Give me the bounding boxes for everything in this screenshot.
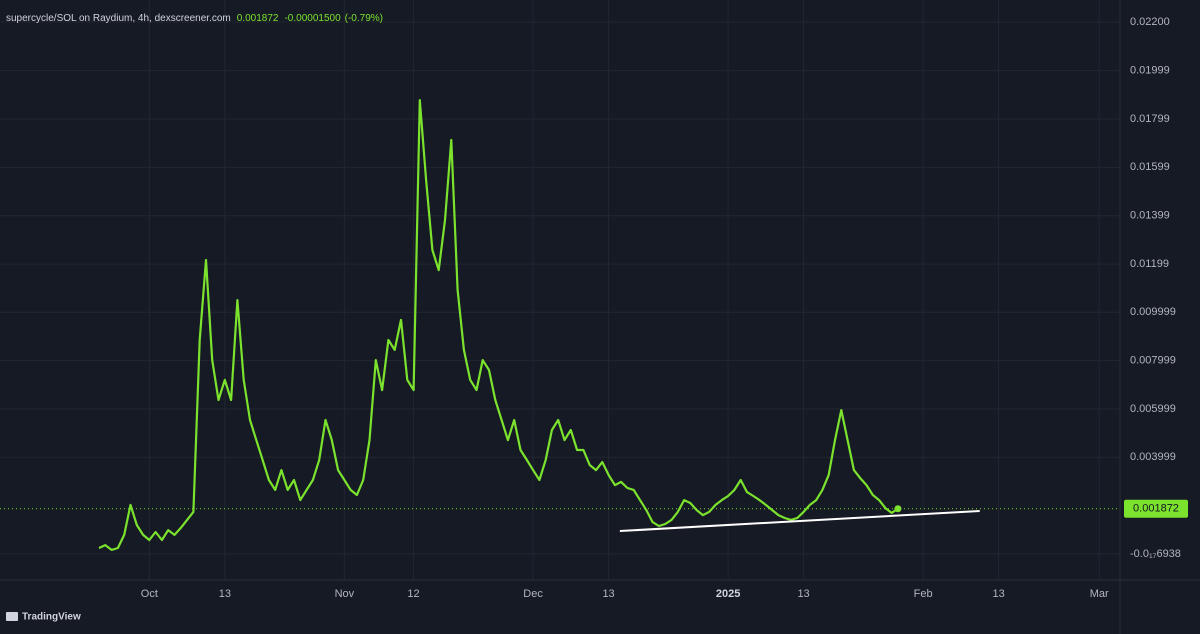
header: supercycle/SOL on Raydium, 4h, dexscreen… [6,13,383,24]
price-line [98,99,899,551]
y-tick-label: 0.01799 [1130,113,1170,125]
x-tick-label: 12 [407,588,419,600]
x-tick-label: Mar [1090,588,1109,600]
x-tick-label: 13 [602,588,614,600]
y-tick-label: 0.003999 [1130,451,1176,463]
chart-title: supercycle/SOL on Raydium, 4h, dexscreen… [6,13,231,24]
price-label-box [1124,499,1188,518]
x-tick-label: Feb [914,588,933,600]
y-tick-label: 0.02200 [1130,16,1170,28]
logo: TradingView [6,612,81,623]
logo-icon [6,612,18,621]
change: -0.00001500 [284,13,341,24]
x-tick-label: 2025 [716,588,740,600]
last-point [894,505,902,513]
x-tick-label: 13 [219,588,231,600]
y-tick-label: 0.01599 [1130,161,1170,173]
trend-line [619,509,980,533]
y-tick-label: 0.007999 [1130,354,1176,366]
x-tick-label: 13 [797,588,809,600]
price-label: 0.001872 [1133,503,1179,515]
watermark: TradingView [22,612,81,623]
y-tick-label: 0.01399 [1130,210,1170,222]
y-tick-label: 0.005999 [1130,403,1176,415]
x-tick-label: Dec [523,588,543,600]
grid [0,0,1120,580]
y-tick-label: 0.009999 [1130,306,1176,318]
x-tick-label: Oct [141,588,158,600]
y-tick-label: 0.01999 [1130,65,1170,77]
y-tick-label: 0.01199 [1130,258,1169,270]
last-price: 0.001872 [237,13,279,24]
x-tick-label: Nov [335,588,355,600]
x-tick-label: 13 [992,588,1004,600]
change-percent: (-0.79%) [345,13,383,24]
y-tick-label: -0.0₁₇6938 [1130,548,1181,560]
